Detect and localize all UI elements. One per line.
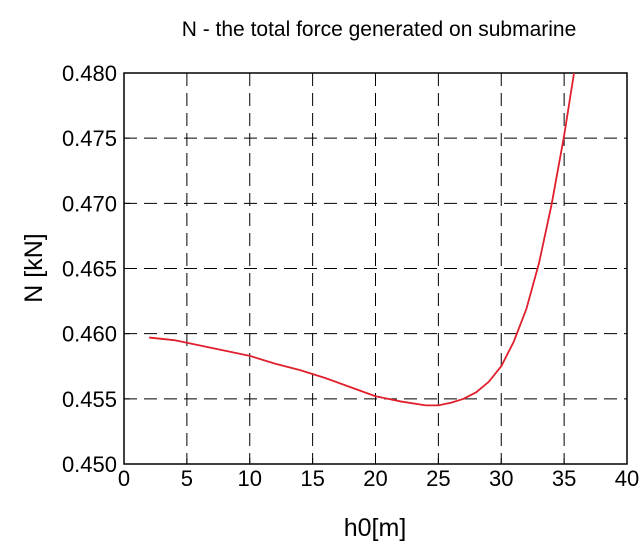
y-tick-label: 0.465	[62, 257, 117, 282]
x-tick-label: 20	[363, 466, 387, 491]
y-axis-label: N [kN]	[20, 233, 48, 302]
y-tick-label: 0.470	[62, 191, 117, 216]
x-tick-label: 10	[238, 466, 262, 491]
y-tick-label: 0.455	[62, 387, 117, 412]
x-tick-label: 15	[300, 466, 324, 491]
x-tick-label: 5	[181, 466, 193, 491]
y-tick-label: 0.460	[62, 322, 117, 347]
x-tick-label: 0	[118, 466, 130, 491]
y-tick-label: 0.450	[62, 452, 117, 477]
x-tick-label: 30	[489, 466, 513, 491]
ticks: 0 5 10 15 20 25 30 35 40 0.450 0.455 0.460 0.465 0.47…	[62, 61, 639, 491]
series-group	[149, 73, 575, 407]
x-axis-label: h0[m]	[344, 514, 407, 542]
y-tick-label: 0.480	[62, 61, 117, 86]
grid	[124, 73, 627, 464]
x-tick-label: 35	[552, 466, 576, 491]
y-tick-label: 0.475	[62, 126, 117, 151]
chart-title: N - the total force generated on submari…	[182, 18, 577, 41]
x-tick-label: 40	[615, 466, 639, 491]
x-tick-label: 25	[426, 466, 450, 491]
series-line	[149, 73, 575, 407]
